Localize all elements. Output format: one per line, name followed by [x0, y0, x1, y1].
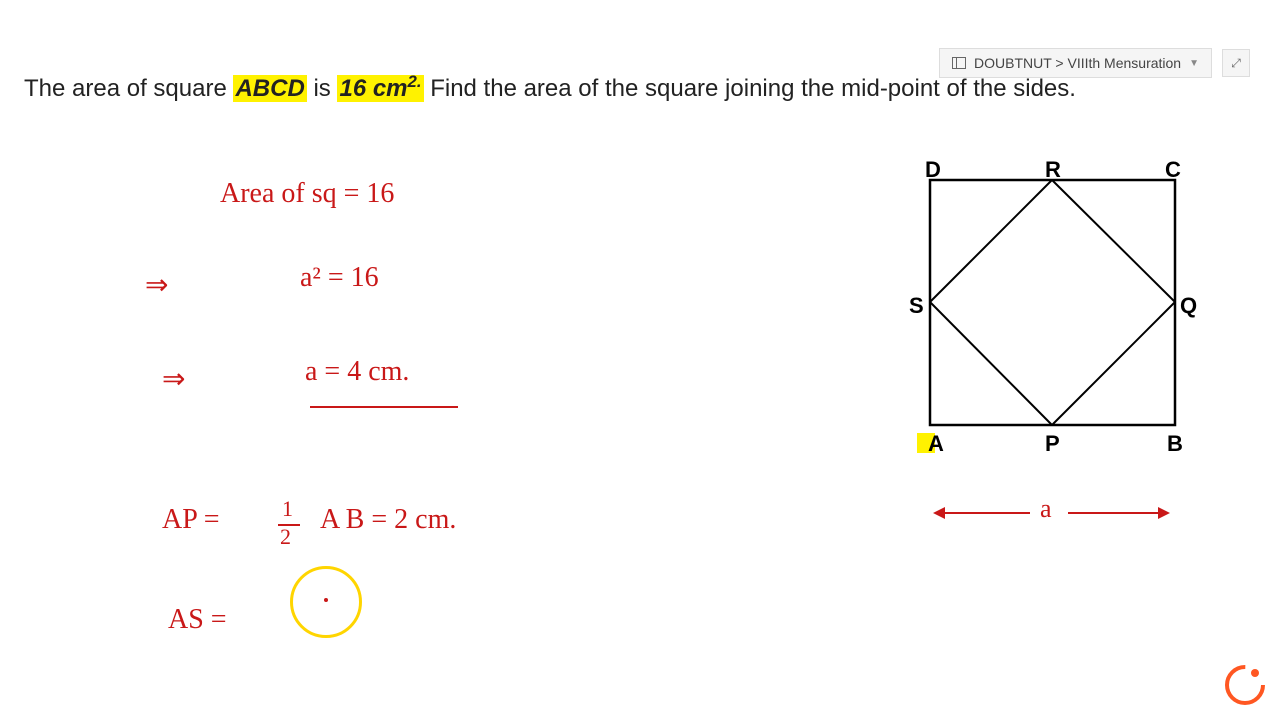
- q-mid: is: [307, 75, 338, 102]
- work-line4-ap: AP =: [162, 504, 220, 536]
- work-line2-arrow: ⇒: [145, 268, 168, 302]
- q-pre: The area of square: [24, 75, 233, 102]
- chevron-down-icon: ▼: [1189, 58, 1199, 69]
- label-Q: Q: [1180, 293, 1197, 319]
- work-line3-arrow: ⇒: [162, 362, 185, 396]
- label-D: D: [925, 157, 941, 183]
- work-line2: a² = 16: [300, 262, 379, 294]
- label-a: a: [1040, 494, 1052, 524]
- label-R: R: [1045, 157, 1061, 183]
- question-text: The area of square ABCD is 16 cm2. Find …: [24, 70, 1256, 106]
- square-diagram: D R C S Q A P B: [915, 155, 1195, 460]
- work-line4-frac-bot: 2: [280, 524, 291, 550]
- work-line4-rest: A B = 2 cm.: [320, 504, 456, 536]
- work-line5: AS =: [168, 604, 227, 636]
- book-icon: [952, 57, 966, 69]
- label-B: B: [1167, 431, 1183, 457]
- arrow-left-head: [933, 507, 945, 519]
- cursor-dot: [324, 598, 328, 602]
- diagram-svg: [915, 155, 1195, 455]
- arrow-right-head: [1158, 507, 1170, 519]
- q-hl1: ABCD: [233, 75, 306, 102]
- arrow-right-line: [1068, 512, 1160, 514]
- q-hl2: 16 cm2.: [337, 75, 423, 102]
- cursor-circle: [290, 566, 362, 638]
- arrow-left-line: [945, 512, 1030, 514]
- underline: [310, 406, 458, 408]
- work-line4-frac-top: 1: [282, 496, 293, 522]
- work-line3: a = 4 cm.: [305, 356, 409, 388]
- label-C: C: [1165, 157, 1181, 183]
- label-P: P: [1045, 431, 1060, 457]
- work-line1: Area of sq = 16: [220, 178, 394, 210]
- breadcrumb-text: DOUBTNUT > VIIIth Mensuration: [974, 55, 1181, 71]
- expand-icon: ⤢: [1231, 56, 1241, 71]
- doubtnut-logo: [1225, 665, 1265, 705]
- label-S: S: [909, 293, 924, 319]
- label-A: A: [928, 431, 944, 457]
- q-post: Find the area of the square joining the …: [424, 75, 1076, 102]
